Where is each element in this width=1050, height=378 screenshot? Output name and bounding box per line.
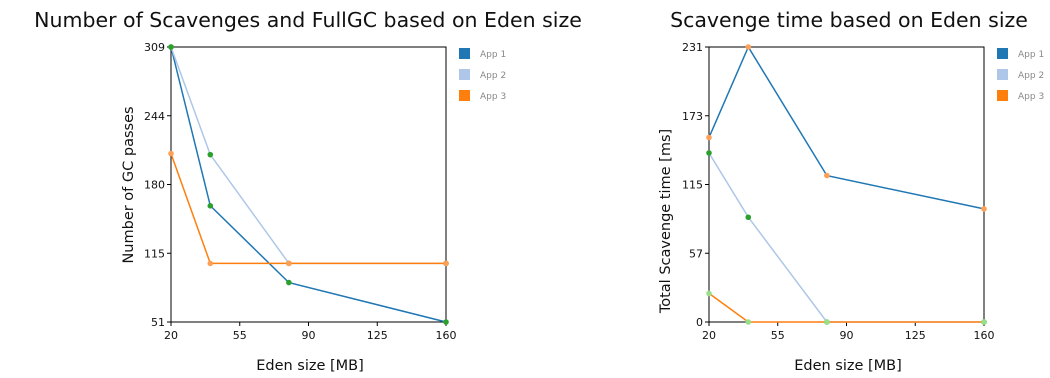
data-point	[443, 319, 449, 325]
data-point	[981, 206, 987, 212]
y-tick-label: 309	[144, 41, 165, 54]
data-point	[207, 260, 214, 267]
legend-swatch	[459, 48, 470, 59]
y-tick-label: 173	[682, 110, 703, 123]
series-line	[708, 292, 984, 323]
plot-frame	[170, 46, 447, 323]
y-axis-label: Number of GC passes	[121, 106, 137, 263]
x-tick-label: 20	[164, 329, 178, 342]
legend-swatch	[997, 90, 1008, 101]
chart-scavenge-time: Scavenge time based on Eden size 0 57 115 1…	[658, 8, 1044, 374]
plot-frame	[708, 46, 985, 323]
y-tick-label: 115	[144, 247, 165, 260]
y-tick-label: 115	[682, 179, 703, 192]
legend-label: App 2	[1018, 71, 1044, 81]
chart-title: Number of Scavenges and FullGC based on …	[34, 8, 582, 32]
data-point	[168, 150, 174, 157]
x-axis-label: Eden size [MB]	[256, 358, 364, 374]
series-points	[168, 44, 449, 325]
data-point	[207, 151, 214, 158]
series-points	[706, 44, 987, 325]
data-point	[824, 319, 830, 325]
data-point	[207, 203, 214, 209]
data-point	[706, 134, 712, 141]
y-tick-label: 0	[696, 316, 703, 329]
y-tick-label: 51	[151, 316, 165, 329]
data-point	[443, 260, 449, 267]
y-tick-label: 180	[144, 179, 165, 192]
legend-swatch	[459, 90, 470, 101]
data-point	[706, 290, 712, 297]
x-tick-label: 20	[702, 329, 716, 342]
x-tick-label: 125	[367, 329, 388, 342]
x-axis-ticks: 20 55 90 125 160	[702, 322, 995, 342]
series-line	[708, 45, 985, 210]
data-point	[824, 172, 830, 179]
data-point	[286, 279, 292, 286]
y-axis-ticks: 0 57 115 173 231	[682, 41, 709, 329]
chart-gc-passes: Number of Scavenges and FullGC based on …	[34, 8, 582, 374]
series-lines	[170, 46, 447, 323]
legend-label: App 1	[1018, 50, 1044, 60]
legend-label: App 3	[1018, 92, 1044, 102]
legend-label: App 3	[480, 92, 506, 102]
y-axis-ticks: 51 115 180 244 309	[144, 41, 171, 329]
data-point	[745, 44, 752, 50]
y-tick-label: 57	[689, 247, 703, 260]
y-axis-label: Total Scavenge time [ms]	[658, 129, 674, 314]
series-line	[170, 46, 447, 323]
series-lines	[708, 45, 985, 323]
x-tick-label: 160	[436, 329, 457, 342]
legend: App 1 App 2 App 3	[997, 48, 1044, 102]
legend-swatch	[997, 69, 1008, 80]
x-axis-ticks: 20 55 90 125 160	[164, 322, 457, 342]
legend-swatch	[997, 48, 1008, 59]
data-point	[981, 319, 987, 325]
legend-swatch	[459, 69, 470, 80]
series-line	[708, 152, 984, 323]
data-point	[168, 44, 174, 50]
legend: App 1 App 2 App 3	[459, 48, 506, 102]
x-tick-label: 55	[233, 329, 247, 342]
legend-label: App 1	[480, 50, 506, 60]
x-tick-label: 55	[771, 329, 785, 342]
x-tick-label: 90	[302, 329, 316, 342]
legend-label: App 2	[480, 71, 506, 81]
chart-title: Scavenge time based on Eden size	[670, 8, 1028, 32]
data-point	[286, 260, 292, 267]
y-tick-label: 244	[144, 110, 165, 123]
x-axis-label: Eden size [MB]	[794, 358, 902, 374]
data-point	[706, 150, 712, 156]
series-line	[170, 153, 446, 265]
data-point	[745, 214, 752, 221]
y-tick-label: 231	[682, 41, 703, 54]
x-tick-label: 125	[905, 329, 926, 342]
data-point	[745, 319, 752, 325]
x-tick-label: 90	[840, 329, 854, 342]
x-tick-label: 160	[974, 329, 995, 342]
